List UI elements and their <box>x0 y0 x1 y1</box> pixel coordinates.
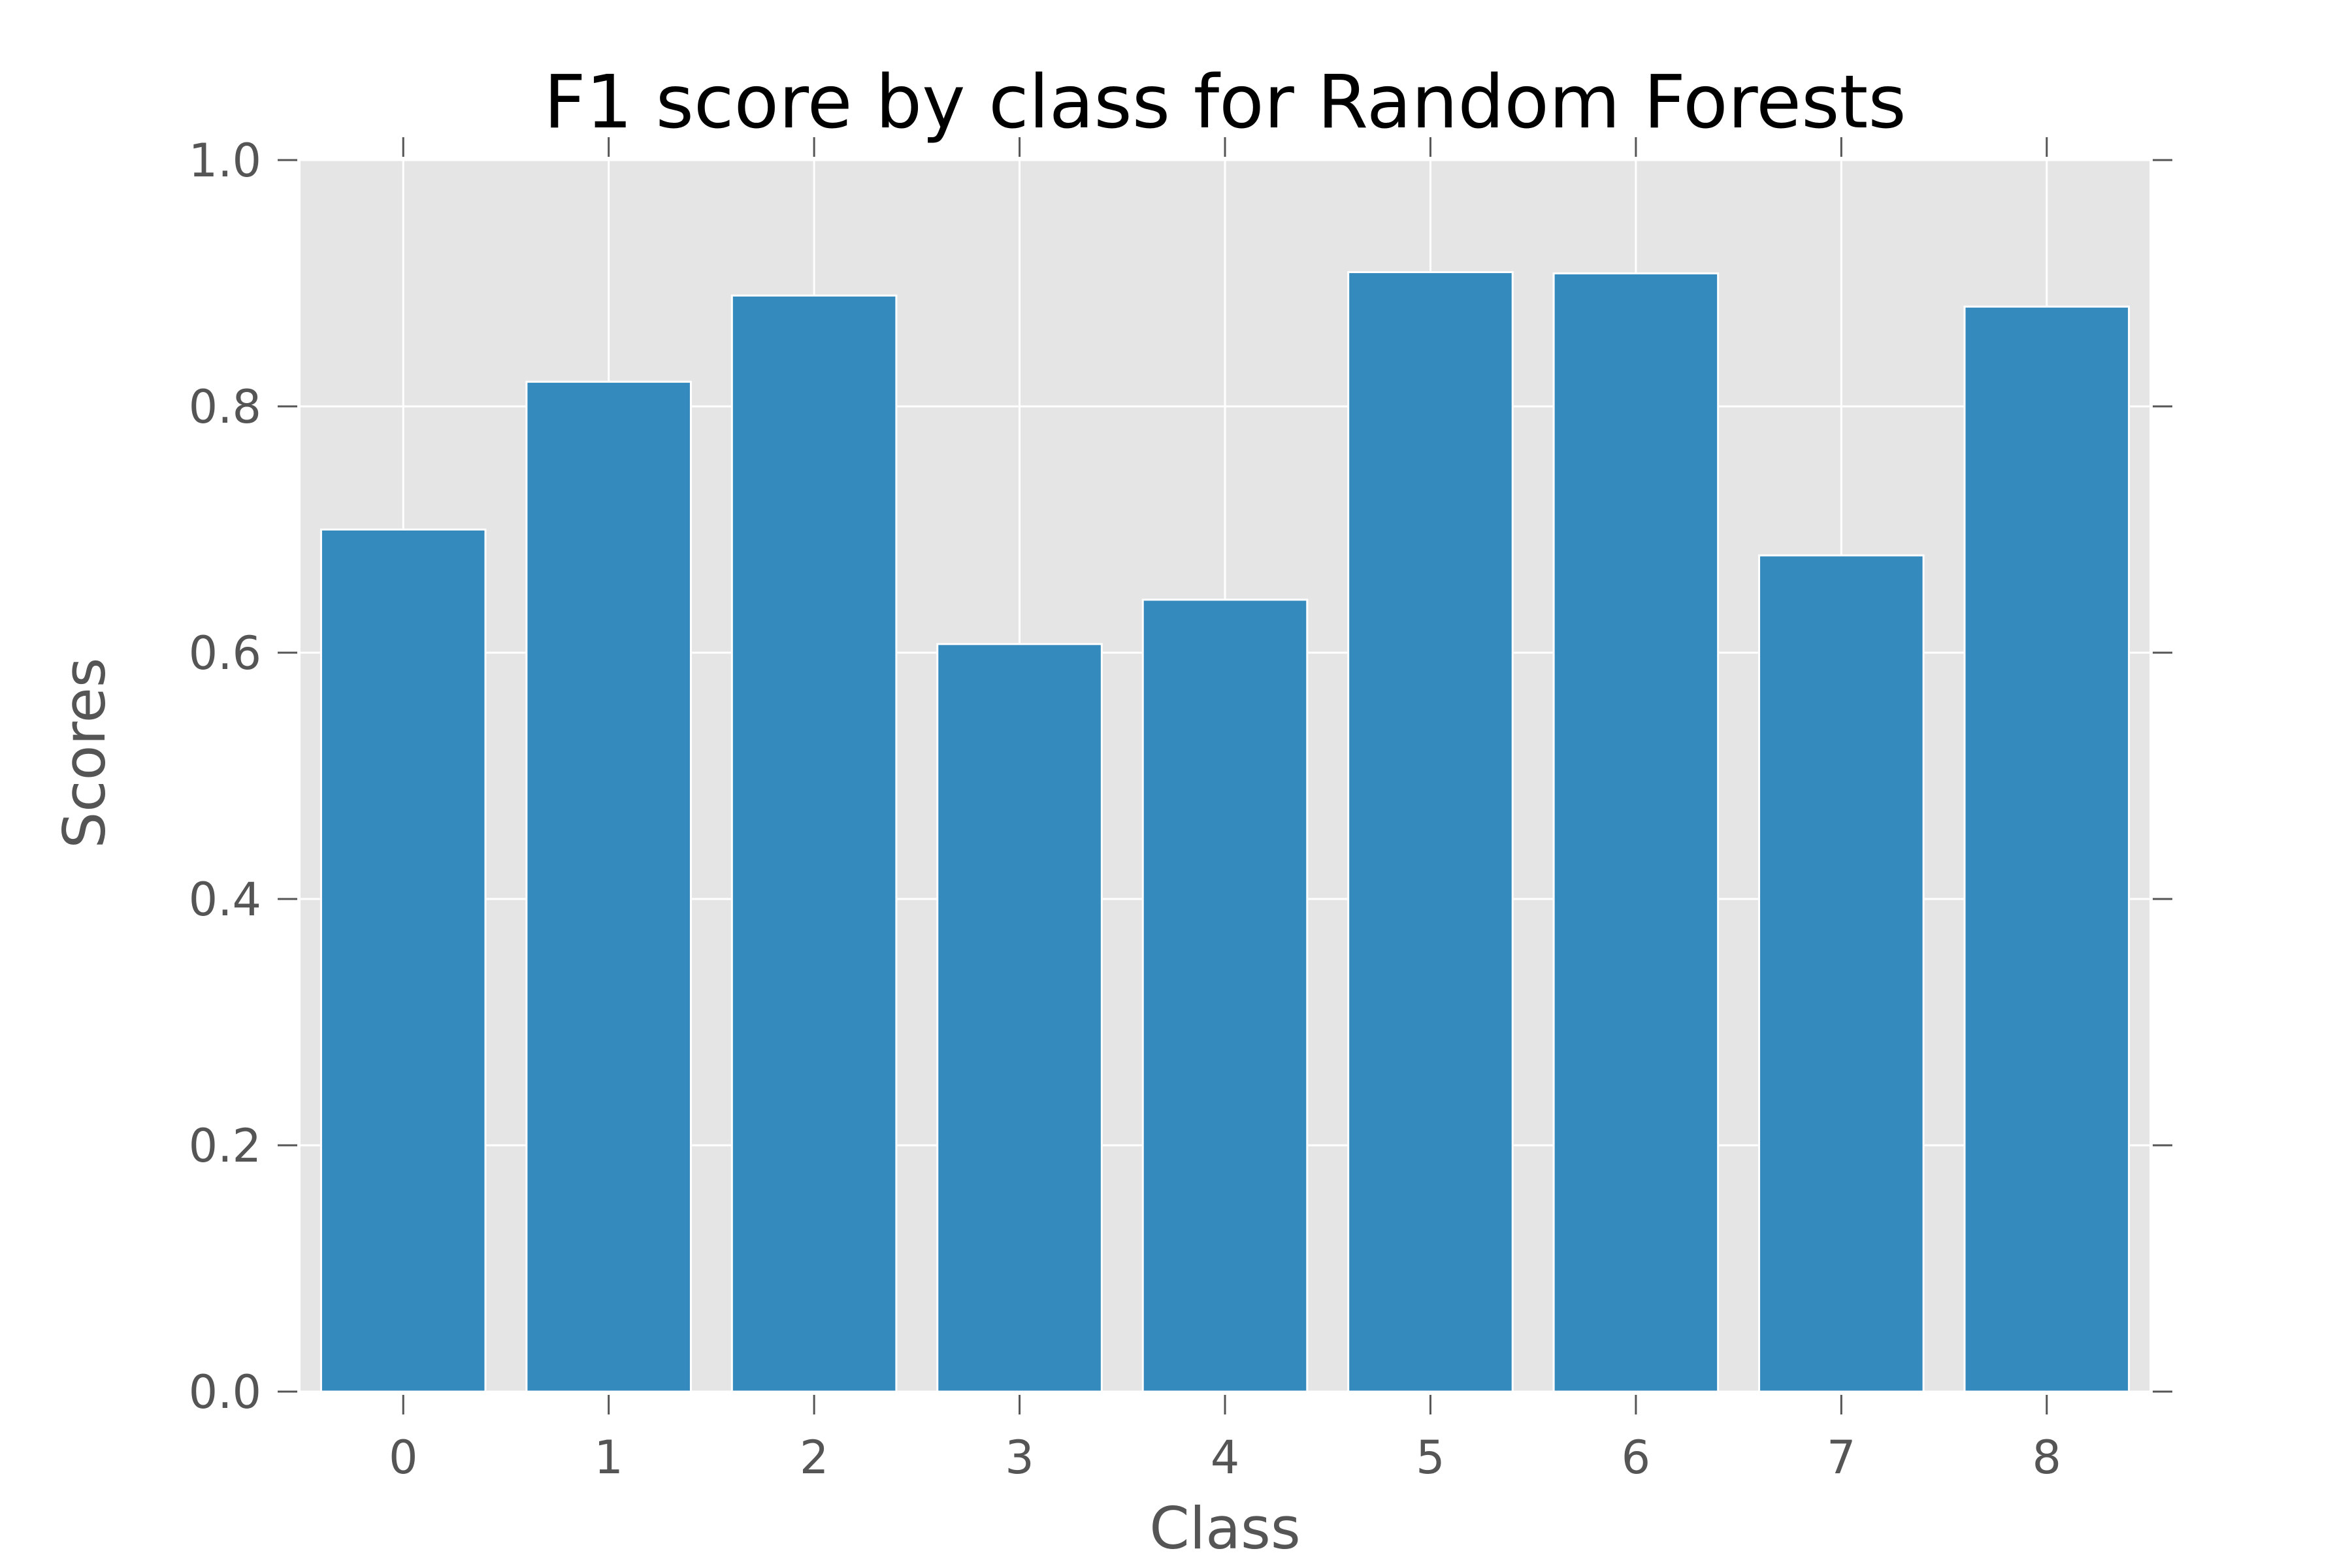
bar-class-1 <box>525 380 692 1393</box>
chart-title: F1 score by class for Random Forests <box>544 60 1906 145</box>
x-tick-label: 6 <box>1622 1431 1651 1484</box>
axis-ticks <box>278 137 2172 1414</box>
bar-class-5 <box>1347 271 1514 1393</box>
bar-class-3 <box>936 643 1103 1393</box>
bar-class-4 <box>1141 598 1309 1393</box>
x-tick-label: 3 <box>1005 1431 1034 1484</box>
x-tick-label: 7 <box>1827 1431 1856 1484</box>
x-tick-label: 0 <box>389 1431 418 1484</box>
bars <box>319 271 2131 1393</box>
y-tick-label: 0.4 <box>189 873 261 926</box>
tick-labels: 0.0 0.2 0.4 0.6 0.8 1.0 0 1 2 3 4 5 6 7 8 <box>189 134 2061 1484</box>
x-axis-label: Class <box>1149 1495 1301 1562</box>
bar-class-8 <box>1963 305 2131 1393</box>
y-tick-label: 1.0 <box>189 134 261 188</box>
bar-class-2 <box>730 294 898 1393</box>
x-tick-label: 4 <box>1211 1431 1240 1484</box>
x-tick-label: 2 <box>800 1431 829 1484</box>
x-tick-label: 8 <box>2033 1431 2062 1484</box>
x-tick-label: 5 <box>1416 1431 1445 1484</box>
y-tick-label: 0.8 <box>189 380 261 434</box>
y-tick-label: 0.2 <box>189 1119 261 1173</box>
y-axis-label: Scores <box>51 657 118 848</box>
bar-class-0 <box>319 529 487 1393</box>
bar-class-7 <box>1758 554 1925 1393</box>
y-tick-label: 0.6 <box>189 627 261 680</box>
y-tick-label: 0.0 <box>189 1365 261 1419</box>
bar-class-6 <box>1552 272 1720 1393</box>
x-tick-label: 1 <box>594 1431 623 1484</box>
